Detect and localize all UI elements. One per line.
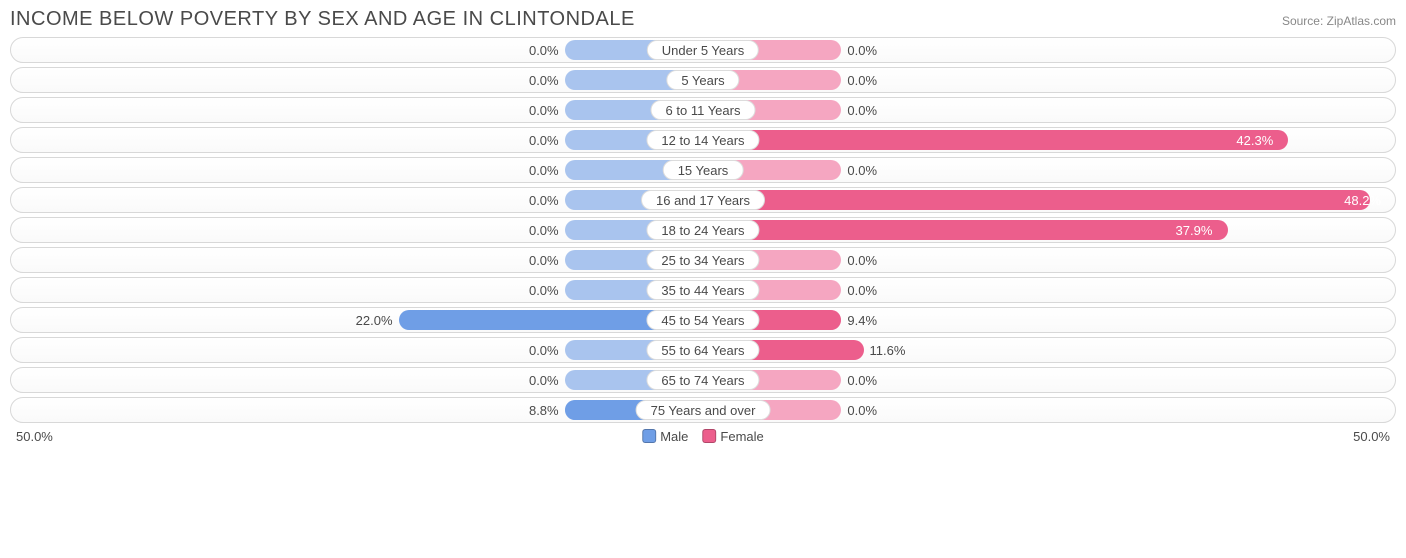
female-value: 37.9% — [1168, 218, 1221, 242]
male-value: 0.0% — [529, 278, 559, 302]
chart-row: 0.0% 0.0% 5 Years — [10, 67, 1396, 93]
male-value: 0.0% — [529, 68, 559, 92]
category-label: 6 to 11 Years — [651, 100, 756, 120]
female-value: 11.6% — [870, 338, 906, 362]
legend-item: Female — [702, 429, 763, 444]
chart-title: INCOME BELOW POVERTY BY SEX AND AGE IN C… — [10, 8, 635, 31]
category-label: 55 to 64 Years — [646, 340, 759, 360]
category-label: 75 Years and over — [636, 400, 771, 420]
female-value: 42.3% — [1228, 128, 1281, 152]
chart-row: 0.0% 37.9% 18 to 24 Years — [10, 217, 1396, 243]
male-value: 0.0% — [529, 158, 559, 182]
female-value: 0.0% — [847, 38, 877, 62]
male-value: 0.0% — [529, 218, 559, 242]
female-value: 0.0% — [847, 98, 877, 122]
chart-source: Source: ZipAtlas.com — [1282, 14, 1396, 28]
category-label: 45 to 54 Years — [646, 310, 759, 330]
female-value: 0.0% — [847, 278, 877, 302]
female-value: 0.0% — [847, 158, 877, 182]
chart-row: 0.0% 48.2% 16 and 17 Years — [10, 187, 1396, 213]
chart-row: 0.0% 0.0% 6 to 11 Years — [10, 97, 1396, 123]
legend-item: Male — [642, 429, 688, 444]
chart-row: 0.0% 0.0% Under 5 Years — [10, 37, 1396, 63]
male-value: 0.0% — [529, 338, 559, 362]
category-label: 15 Years — [663, 160, 744, 180]
chart-row: 0.0% 0.0% 65 to 74 Years — [10, 367, 1396, 393]
female-value: 9.4% — [847, 308, 877, 332]
female-value: 48.2% — [1336, 188, 1389, 212]
poverty-by-sex-age-chart: INCOME BELOW POVERTY BY SEX AND AGE IN C… — [0, 0, 1406, 453]
male-value: 0.0% — [529, 248, 559, 272]
chart-row: 22.0% 9.4% 45 to 54 Years — [10, 307, 1396, 333]
female-value: 0.0% — [847, 68, 877, 92]
male-value: 8.8% — [529, 398, 559, 422]
male-value: 0.0% — [529, 188, 559, 212]
chart-header: INCOME BELOW POVERTY BY SEX AND AGE IN C… — [10, 8, 1396, 31]
male-value: 22.0% — [356, 308, 393, 332]
category-label: 5 Years — [666, 70, 739, 90]
axis-right-label: 50.0% — [1353, 429, 1390, 444]
category-label: 65 to 74 Years — [646, 370, 759, 390]
category-label: Under 5 Years — [647, 40, 759, 60]
chart-row: 0.0% 0.0% 35 to 44 Years — [10, 277, 1396, 303]
female-value: 0.0% — [847, 368, 877, 392]
chart-row: 0.0% 0.0% 15 Years — [10, 157, 1396, 183]
chart-row: 0.0% 0.0% 25 to 34 Years — [10, 247, 1396, 273]
chart-row: 0.0% 11.6% 55 to 64 Years — [10, 337, 1396, 363]
category-label: 18 to 24 Years — [646, 220, 759, 240]
axis-row: 50.0% Male Female 50.0% — [10, 425, 1396, 447]
axis-left-label: 50.0% — [16, 429, 53, 444]
male-value: 0.0% — [529, 98, 559, 122]
chart-row: 8.8% 0.0% 75 Years and over — [10, 397, 1396, 423]
category-label: 25 to 34 Years — [646, 250, 759, 270]
category-label: 16 and 17 Years — [641, 190, 765, 210]
category-label: 12 to 14 Years — [646, 130, 759, 150]
legend: Male Female — [642, 429, 764, 444]
male-value: 0.0% — [529, 368, 559, 392]
female-value: 0.0% — [847, 248, 877, 272]
chart-row: 0.0% 42.3% 12 to 14 Years — [10, 127, 1396, 153]
female-value: 0.0% — [847, 398, 877, 422]
category-label: 35 to 44 Years — [646, 280, 759, 300]
male-value: 0.0% — [529, 128, 559, 152]
chart-rows: 0.0%0.0%Under 5 Years0.0%0.0%5 Years0.0%… — [10, 37, 1396, 423]
male-value: 0.0% — [529, 38, 559, 62]
